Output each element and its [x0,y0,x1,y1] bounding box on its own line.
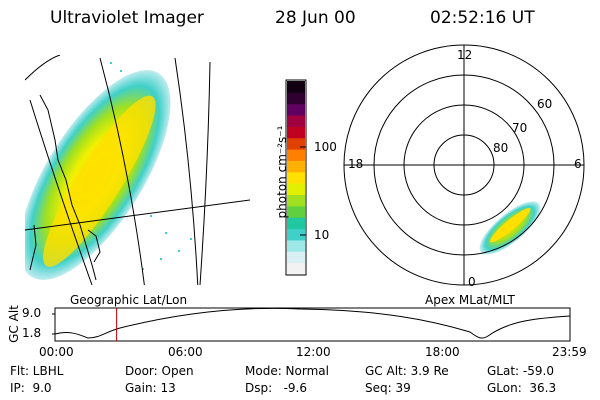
mlt-label-18: 18 [348,157,364,171]
colorbar-cell [287,183,305,196]
date: 28 Jun 00 [275,8,356,28]
status-flt: Flt: LBHL [10,364,64,378]
colorbar-cell [287,92,305,105]
colorbar-cell [287,262,305,275]
status-dsp: Dsp: -9.6 [245,381,308,395]
colorbar-cell [287,217,305,230]
mlt-label-12: 12 [457,48,473,62]
lat-lon-grid [25,55,250,285]
altitude-x-tick-1800: 18:00 [425,345,460,359]
geographic-caption: Geographic Lat/Lon [70,293,188,307]
colorbar [285,79,307,276]
status-glon: GLon: 36.3 [487,381,557,395]
colorbar-unit-label: photon cm⁻²s⁻¹ [275,125,289,219]
colorbar-cell [287,137,305,150]
aurora-emission-polar [479,201,541,255]
altitude-y-tick-1.8: 1.8 [22,326,42,340]
altitude-curve [54,307,571,339]
status-ip: IP: 9.0 [10,381,52,395]
geographic-map [25,55,250,285]
mlt-label-6: 6 [574,157,582,171]
scatter-dots-left [110,62,192,270]
colorbar-cell [287,160,305,173]
colorbar-cell [287,103,305,116]
polar-plot [343,44,585,286]
mlt-label-0: 0 [468,275,476,289]
polar-caption: Apex MLat/MLT [425,293,515,307]
status-gc-alt: GC Alt: 3.9 Re [365,364,449,378]
colorbar-cell [287,115,305,127]
colorbar-tick-100: 100 [314,140,337,154]
colorbar-cell [287,126,305,139]
altitude-y-label: GC Alt [7,305,21,343]
lat-label-60: 60 [537,97,553,111]
colorbar-cell [287,228,305,241]
lat-label-70: 70 [512,121,528,135]
altitude-x-tick-1200: 12:00 [296,345,331,359]
colorbar-cell [287,149,305,161]
lat-label-80: 80 [493,141,509,155]
status-gain: Gain: 13 [125,381,176,395]
altitude-y-tick-9: 9.0 [22,306,42,320]
colorbar-tick-10: 10 [314,228,330,242]
altitude-x-tick-0000: 00:00 [39,345,74,359]
altitude-x-tick-2359: 23:59 [552,345,587,359]
altitude-plot [52,307,571,342]
status-glat: GLat: -59.0 [487,364,554,378]
aurora-emission-left [25,70,171,280]
time: 02:52:16 UT [430,8,535,28]
title: Ultraviolet Imager [50,8,204,28]
colorbar-cell [287,194,305,207]
colorbar-cell [287,171,305,184]
colorbar-cell [287,81,305,93]
colorbar-cell [287,251,305,264]
colorbar-cell [287,205,305,218]
coastline [29,94,101,281]
status-seq: Seq: 39 [365,381,411,395]
altitude-x-tick-0600: 06:00 [168,345,203,359]
colorbar-cell [287,239,305,252]
status-mode: Mode: Normal [245,364,329,378]
status-door: Door: Open [125,364,194,378]
